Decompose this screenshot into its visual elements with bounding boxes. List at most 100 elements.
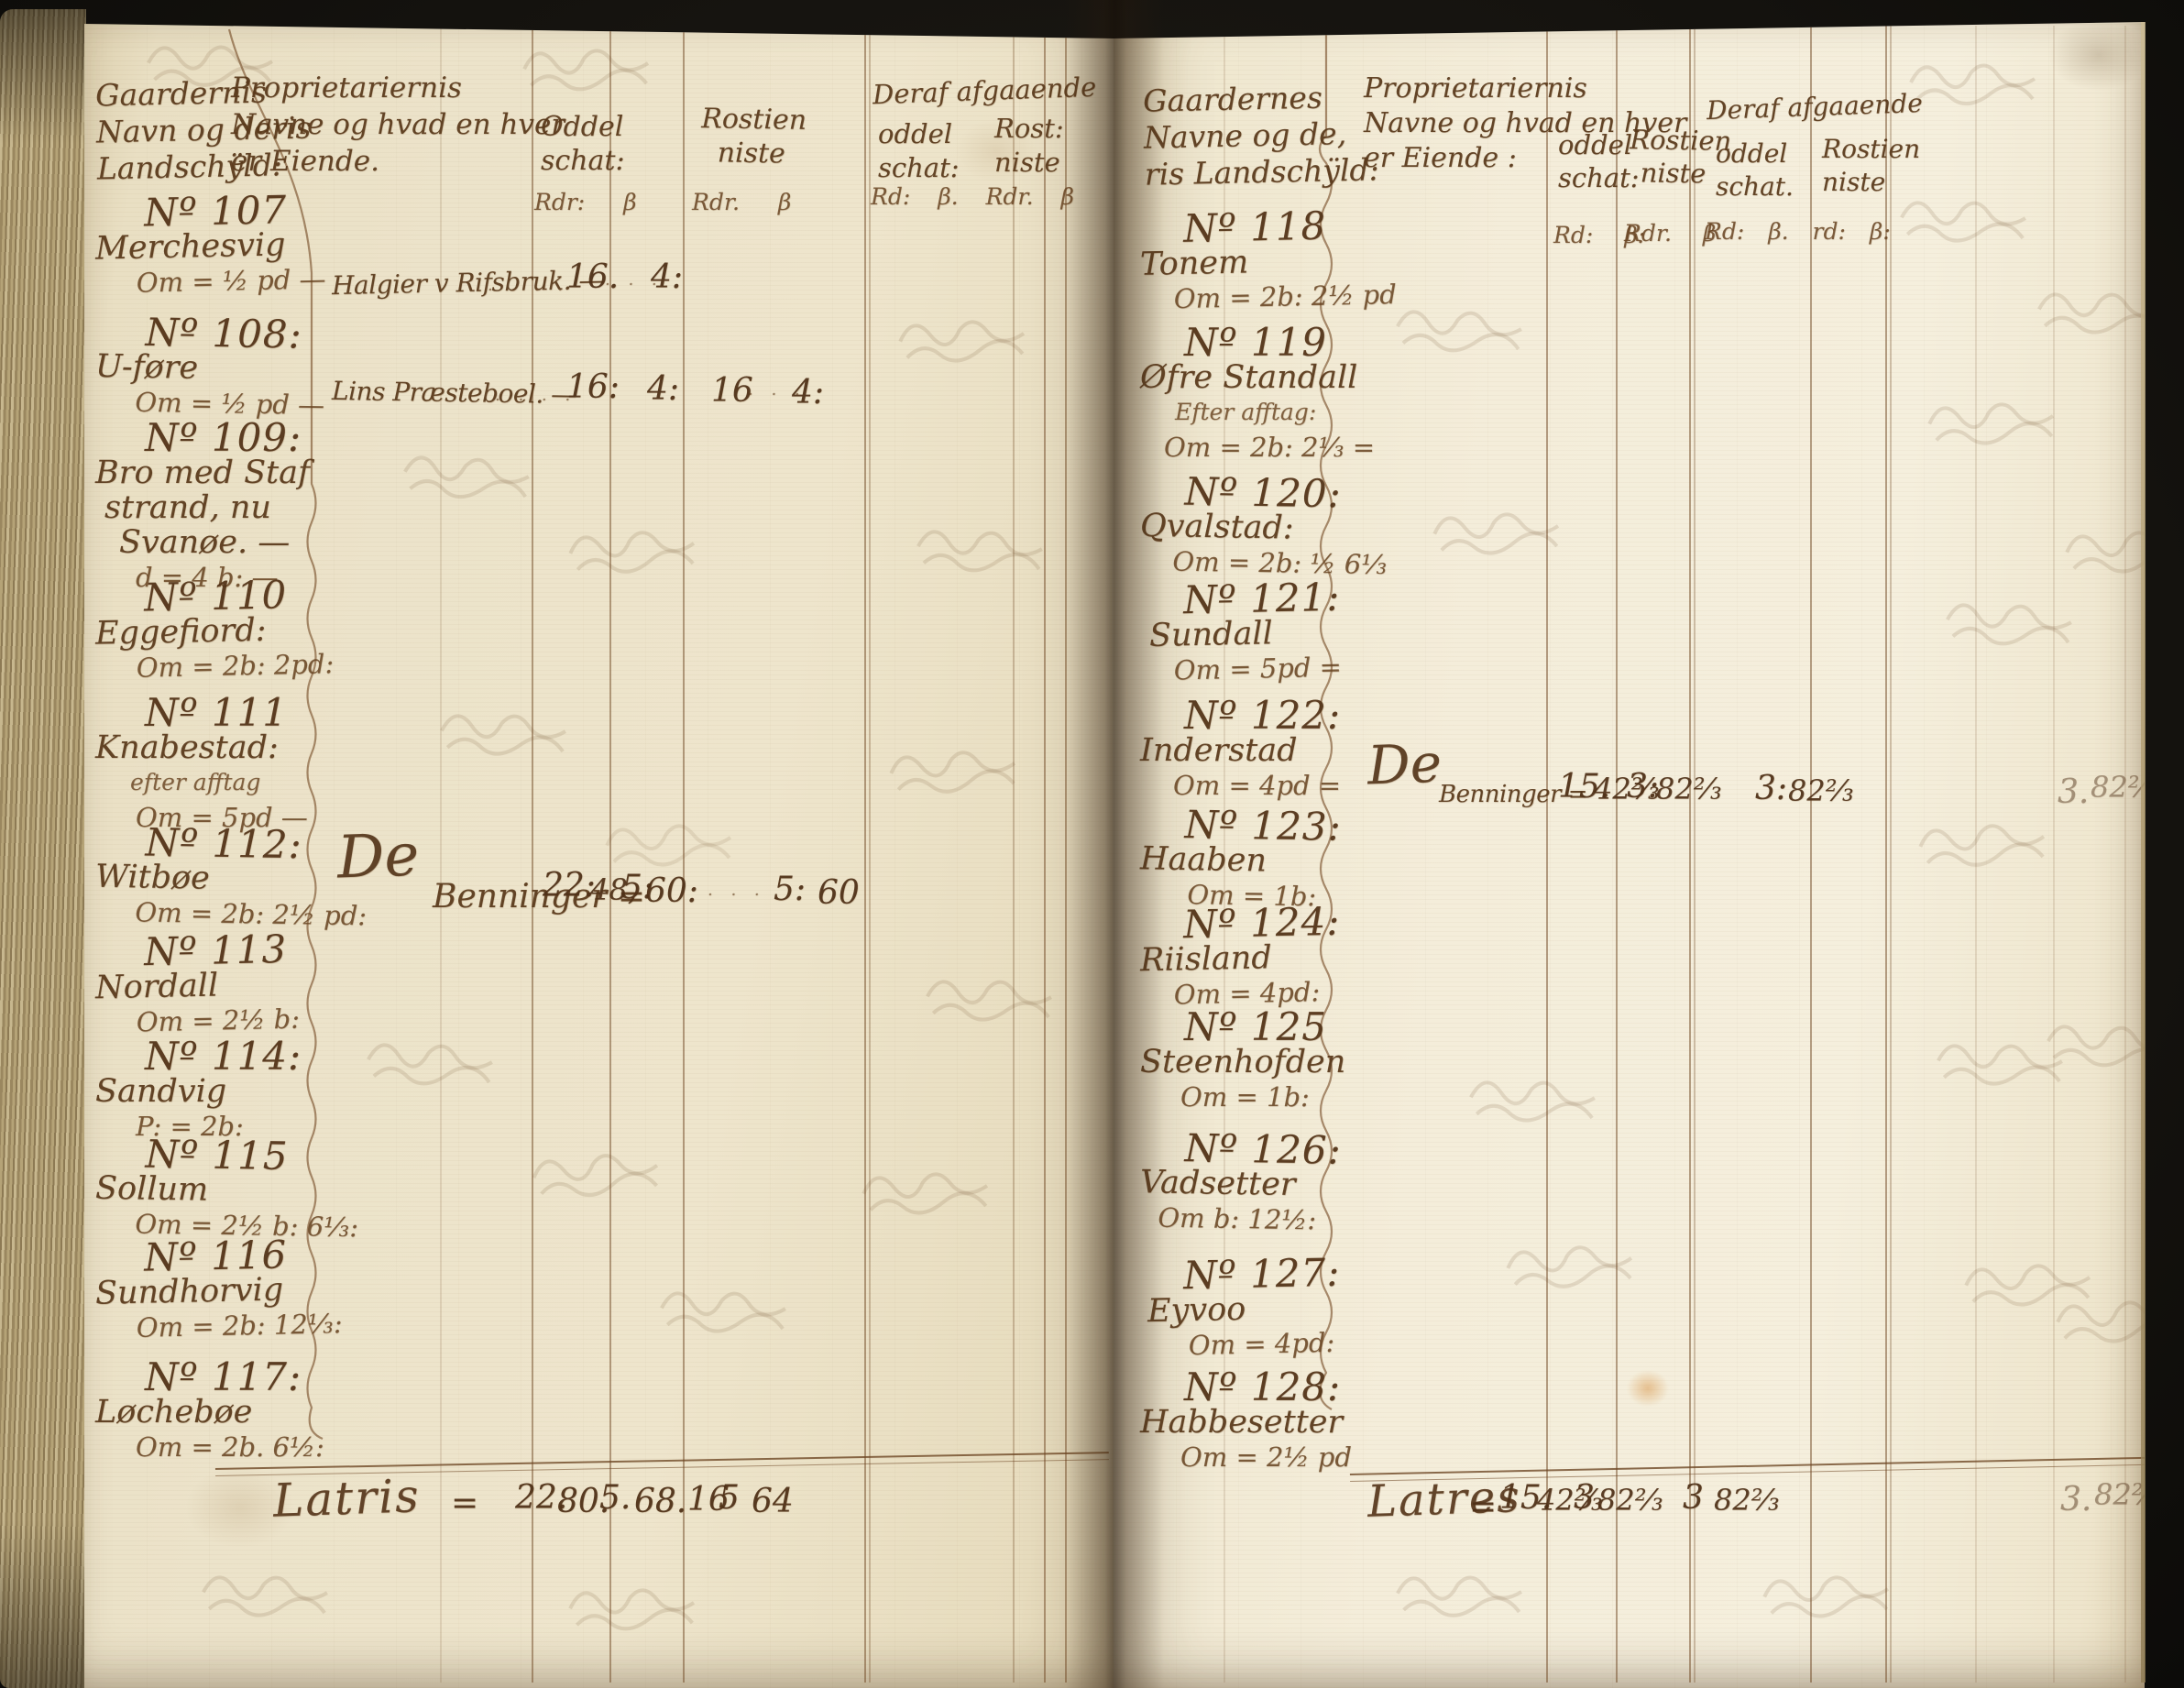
totals-equals: = xyxy=(1469,1488,1498,1526)
farm-entry-126: Nº 126: Vadsetter Om b: 12½: xyxy=(1136,1125,1342,1237)
farm-name: Eyvoo xyxy=(1147,1290,1246,1331)
bleed-rdr-value-122: 3. xyxy=(2058,773,2090,811)
rost-skilling-value-112: 60: xyxy=(645,872,698,910)
ink-bleed-ghost xyxy=(1387,290,1545,362)
farm-entry-122: Nº 122: Inderstad Om = 4pd = xyxy=(1136,693,1342,803)
ink-bleed-ghost xyxy=(560,1570,717,1637)
column-rule xyxy=(1689,26,1691,1683)
column-rule xyxy=(2053,26,2055,1683)
header-line: ris Landschÿld: xyxy=(1144,151,1380,192)
farm-name: Sundall xyxy=(1148,615,1274,655)
landskyld: Om = 2b: 2⅓ = xyxy=(1164,432,1376,463)
ink-bleed-ghost xyxy=(1424,492,1582,562)
farm-name: Knabestad: xyxy=(95,729,279,766)
landskyld: P: = 2b: xyxy=(136,1111,244,1142)
column-rule xyxy=(1694,26,1696,1683)
proprietor-initial-122: De xyxy=(1366,731,1443,797)
bleed-skilling-value-122: 82⅔ xyxy=(2091,770,2157,805)
header-line: niste xyxy=(1822,167,1886,197)
totals-rost-rdr: 3 xyxy=(1574,1479,1595,1517)
deduct-rdr-value-112: 5: xyxy=(774,871,807,908)
landskyld: Om = 2½ pd xyxy=(1180,1441,1352,1473)
entry-number: Nº 124: xyxy=(1182,898,1341,948)
ink-bleed-ghost xyxy=(1388,1557,1544,1624)
entry-number: Nº 114: xyxy=(145,1034,302,1079)
farm-name: Løchebøe xyxy=(95,1394,253,1430)
ink-bleed-ghost xyxy=(1497,1224,1655,1297)
header-line: Rostien xyxy=(701,103,807,137)
farm-name: Habbesetter xyxy=(1140,1404,1344,1441)
header-line: schat: xyxy=(878,152,960,183)
totals-deduct-rost-skilling: 64 xyxy=(752,1483,794,1520)
column-rule xyxy=(1013,26,1015,1683)
ink-bleed-ghost xyxy=(1956,1244,2113,1313)
farm-entry-115: Nº 115 Sollum Om = 2½ b: 6⅓: xyxy=(91,1132,359,1245)
farm-entry-118: Nº 118 Tonem Om = 2b: 2½ pd xyxy=(1136,203,1397,317)
totals-bleed-skilling: 82⅔ xyxy=(2094,1477,2160,1512)
dot-leader: · · · · xyxy=(495,390,577,410)
totals-deduct-rdr: 3 xyxy=(1683,1479,1704,1517)
farm-name: Svanøe. — xyxy=(119,524,291,561)
landskyld: Om = 1b: xyxy=(1180,1081,1310,1113)
landskyld: d = 4 b: — xyxy=(136,562,279,593)
landskyld: Om = 5pd = xyxy=(1173,651,1343,686)
farm-name: Eggefiord: xyxy=(94,611,267,652)
totals-rost-rdr: 5. xyxy=(599,1479,631,1517)
landskyld: Om = 2b: 2pd: xyxy=(136,648,335,684)
farm-entry-110: Nº 110 Eggefiord: Om = 2b: 2pd: xyxy=(91,572,335,685)
header-line: Rostien xyxy=(1822,134,1921,164)
entry-number: Nº 119 xyxy=(1184,320,1328,365)
farm-entry-128: Nº 128: Habbesetter Om = 2½ pd xyxy=(1136,1368,1352,1474)
ink-bleed-ghost xyxy=(1902,46,2058,110)
column-rule xyxy=(532,26,533,1683)
header-deduct-rost: Rost: niste xyxy=(994,112,1064,180)
farm-name: Steenhofden xyxy=(1140,1044,1346,1080)
header-line: Oddel xyxy=(541,111,624,143)
column-rule xyxy=(1885,26,1887,1683)
totals-odel-rdr: 22. xyxy=(515,1479,568,1517)
entry-number: Nº 118 xyxy=(1182,203,1327,251)
dot-leader: · · · xyxy=(605,275,664,294)
entry-note: Efter afftag: xyxy=(1175,399,1317,425)
entry-number: Nº 113 xyxy=(143,926,288,975)
farm-entry-119: Nº 119 Øfre Standall Efter afftag: Om = … xyxy=(1136,320,1376,465)
ink-bleed-ghost xyxy=(394,434,554,510)
farm-entry-108: Nº 108: U-føre Om = ½ pd — xyxy=(91,309,325,422)
rost-rdr-value-122: 3: xyxy=(1627,768,1660,806)
totals-deduct-skilling: 82⅔ xyxy=(1714,1483,1780,1518)
ink-bleed-ghost xyxy=(917,959,1075,1029)
entry-number: Nº 108: xyxy=(145,309,303,357)
header-deduct-odel: oddel schat. xyxy=(1716,137,1794,203)
deduct-odel-value-108: 16 xyxy=(711,372,753,410)
dot-leader: · · · xyxy=(708,885,766,904)
farm-name: Riisland xyxy=(1139,939,1273,980)
deduct-skilling-value-122: 82⅔ xyxy=(1788,773,1854,808)
odel-skilling-value-122: 42⅔ xyxy=(1594,772,1660,806)
farm-entry-114: Nº 114: Sandvig P: = 2b: xyxy=(92,1034,302,1144)
totals-rost-skilling: 82⅔ xyxy=(1597,1483,1663,1518)
totals-odel-skilling: 80. xyxy=(557,1483,610,1520)
farm-name: Inderstad xyxy=(1140,732,1298,769)
column-rule xyxy=(1890,26,1892,1683)
column-rule xyxy=(2124,26,2126,1683)
column-rule xyxy=(1065,26,1067,1683)
totals-rost-skilling: 68. xyxy=(634,1483,687,1520)
ink-bleed-ghost xyxy=(853,1152,1011,1222)
column-rule xyxy=(1810,26,1812,1683)
column-rule xyxy=(869,26,871,1683)
rost-rdr-value-112: 5: xyxy=(621,869,654,906)
entry-number: Nº 122: xyxy=(1184,693,1342,738)
proprietor-row-112: Benninger = xyxy=(433,878,645,915)
column-rule xyxy=(1975,26,1977,1683)
landskyld: Om = 2b: 12⅓: xyxy=(136,1308,343,1343)
header-line: er Eiende. xyxy=(231,145,379,178)
farm-name: Sandvig xyxy=(95,1073,227,1110)
rost-skilling-value-122: 82⅔ xyxy=(1656,772,1722,806)
right-page-edge xyxy=(2141,22,2146,1683)
book-fore-edge xyxy=(0,9,86,1688)
entry-number: Nº 117: xyxy=(145,1354,302,1399)
header-line: niste xyxy=(994,147,1060,178)
ink-bleed-ghost xyxy=(880,729,1038,802)
ink-bleed-ghost xyxy=(890,300,1048,369)
entry-number: Nº 125 xyxy=(1184,1004,1328,1049)
